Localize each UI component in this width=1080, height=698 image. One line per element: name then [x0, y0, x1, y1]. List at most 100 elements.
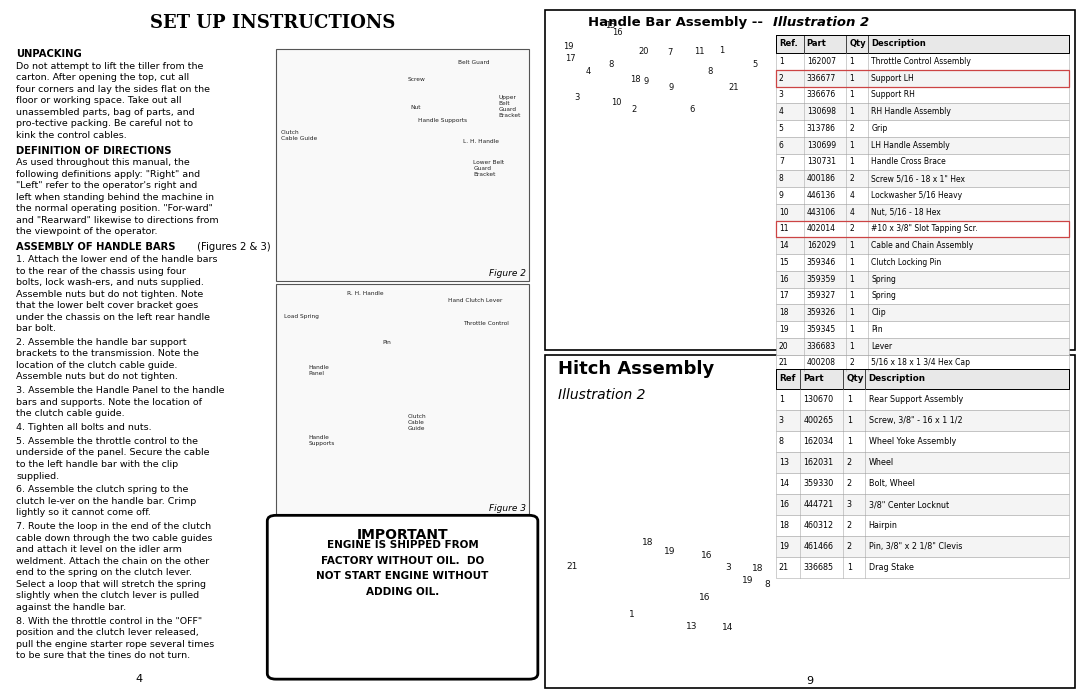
Bar [545, 10, 1075, 350]
Text: 2: 2 [849, 174, 854, 183]
Bar [775, 70, 1069, 87]
Text: Hitch Assembly: Hitch Assembly [558, 360, 715, 378]
Text: to be sure that the tines do not turn.: to be sure that the tines do not turn. [16, 651, 190, 660]
Text: 461466: 461466 [804, 542, 833, 551]
Text: 2: 2 [779, 74, 784, 82]
Text: kink the control cables.: kink the control cables. [16, 131, 127, 140]
Text: 1: 1 [849, 309, 854, 317]
Text: 1: 1 [849, 342, 854, 350]
Text: position and the clutch lever released,: position and the clutch lever released, [16, 628, 199, 637]
Text: 2: 2 [849, 359, 854, 367]
Bar [775, 557, 1069, 578]
Text: NOT START ENGINE WITHOUT: NOT START ENGINE WITHOUT [316, 571, 489, 581]
Text: 162031: 162031 [804, 458, 834, 467]
Text: 9: 9 [779, 191, 784, 200]
Text: 359326: 359326 [807, 309, 836, 317]
Text: 400208: 400208 [807, 359, 836, 367]
Text: weldment. Attach the chain on the other: weldment. Attach the chain on the other [16, 557, 210, 566]
Text: 7: 7 [779, 158, 784, 166]
Text: Pin: Pin [382, 340, 391, 345]
Text: 9: 9 [807, 676, 813, 686]
Text: 21: 21 [779, 359, 788, 367]
Text: 3: 3 [573, 93, 579, 102]
Text: Hand Clutch Lever: Hand Clutch Lever [448, 298, 502, 303]
Text: 21: 21 [728, 84, 739, 92]
Text: pro-tective packing. Be careful not to: pro-tective packing. Be careful not to [16, 119, 193, 128]
Text: 3: 3 [725, 563, 731, 572]
Text: 13: 13 [686, 623, 698, 632]
Text: 400265: 400265 [804, 416, 834, 425]
Text: Upper
Belt
Guard
Bracket: Upper Belt Guard Bracket [499, 95, 522, 118]
Text: 8. With the throttle control in the "OFF": 8. With the throttle control in the "OFF… [16, 616, 202, 625]
Text: Clutch Locking Pin: Clutch Locking Pin [872, 258, 942, 267]
Text: 16: 16 [701, 551, 713, 560]
Text: 11: 11 [694, 47, 704, 57]
Text: Pin, 3/8" x 2 1/8" Clevis: Pin, 3/8" x 2 1/8" Clevis [868, 542, 962, 551]
Bar [276, 284, 529, 516]
Text: 18: 18 [753, 564, 764, 573]
Text: supplied.: supplied. [16, 472, 59, 480]
Text: ENGINE IS SHIPPED FROM: ENGINE IS SHIPPED FROM [326, 540, 478, 551]
Text: Clip: Clip [872, 309, 886, 317]
Text: 8: 8 [707, 67, 713, 76]
Text: 5: 5 [752, 60, 757, 69]
Text: 400186: 400186 [807, 174, 836, 183]
Text: Cable and Chain Assembly: Cable and Chain Assembly [872, 242, 973, 250]
Text: 402014: 402014 [807, 225, 836, 233]
Text: 9: 9 [644, 77, 649, 87]
Text: Hairpin: Hairpin [868, 521, 897, 530]
Text: Support LH: Support LH [872, 74, 914, 82]
Bar [775, 254, 1069, 271]
Text: 460312: 460312 [804, 521, 834, 530]
Text: 16: 16 [612, 28, 622, 37]
Text: 18: 18 [630, 75, 640, 84]
Text: 1: 1 [849, 258, 854, 267]
Text: 359330: 359330 [804, 479, 834, 488]
Text: 5/16 x 18 x 1 3/4 Hex Cap: 5/16 x 18 x 1 3/4 Hex Cap [872, 359, 970, 367]
Text: 336683: 336683 [807, 342, 836, 350]
Text: 1: 1 [847, 437, 852, 446]
Text: Assemble nuts but do not tighten. Note: Assemble nuts but do not tighten. Note [16, 290, 203, 299]
Text: Qty: Qty [849, 40, 866, 48]
Text: (Figures 2 & 3): (Figures 2 & 3) [194, 242, 271, 253]
Bar [775, 53, 1069, 70]
Text: 3: 3 [779, 416, 784, 425]
Text: Belt Guard: Belt Guard [458, 61, 490, 66]
Text: bolts, lock wash-ers, and nuts supplied.: bolts, lock wash-ers, and nuts supplied. [16, 278, 204, 287]
Text: 2. Assemble the handle bar support: 2. Assemble the handle bar support [16, 338, 187, 347]
Text: 359359: 359359 [807, 275, 836, 283]
Text: Part: Part [807, 40, 826, 48]
Text: Handle Supports: Handle Supports [418, 119, 467, 124]
Bar [775, 369, 1069, 389]
Text: 7. Route the loop in the end of the clutch: 7. Route the loop in the end of the clut… [16, 522, 212, 531]
Text: ADDING OIL.: ADDING OIL. [366, 586, 440, 597]
Text: Handle
Panel: Handle Panel [309, 365, 329, 376]
Text: Spring: Spring [872, 292, 896, 300]
Text: Rear Support Assembly: Rear Support Assembly [868, 395, 963, 404]
Text: Wheel: Wheel [868, 458, 894, 467]
Text: the viewpoint of the operator.: the viewpoint of the operator. [16, 228, 158, 237]
Text: 446136: 446136 [807, 191, 836, 200]
Text: the normal operating position. "For-ward": the normal operating position. "For-ward… [16, 205, 213, 214]
Text: 2: 2 [849, 225, 854, 233]
Text: Screw 5/16 - 18 x 1" Hex: Screw 5/16 - 18 x 1" Hex [872, 174, 966, 183]
Text: SET UP INSTRUCTIONS: SET UP INSTRUCTIONS [150, 14, 395, 32]
Bar [775, 103, 1069, 120]
Text: 2: 2 [847, 521, 852, 530]
Text: that the lower belt cover bracket goes: that the lower belt cover bracket goes [16, 301, 199, 310]
Text: 15: 15 [606, 21, 616, 30]
Bar [775, 494, 1069, 515]
Text: 130699: 130699 [807, 141, 836, 149]
Bar [775, 369, 1069, 389]
Text: 6: 6 [779, 141, 784, 149]
Text: 4: 4 [779, 107, 784, 116]
Text: 6: 6 [689, 105, 694, 114]
Text: location of the clutch cable guide.: location of the clutch cable guide. [16, 361, 177, 370]
Text: 6. Assemble the clutch spring to the: 6. Assemble the clutch spring to the [16, 485, 189, 494]
Text: 19: 19 [779, 325, 788, 334]
Text: 443106: 443106 [807, 208, 836, 216]
Text: 19: 19 [564, 42, 573, 51]
Text: "Left" refer to the operator's right and: "Left" refer to the operator's right and [16, 181, 198, 191]
Text: end to the spring on the clutch lever.: end to the spring on the clutch lever. [16, 568, 192, 577]
Text: 17: 17 [566, 54, 576, 63]
